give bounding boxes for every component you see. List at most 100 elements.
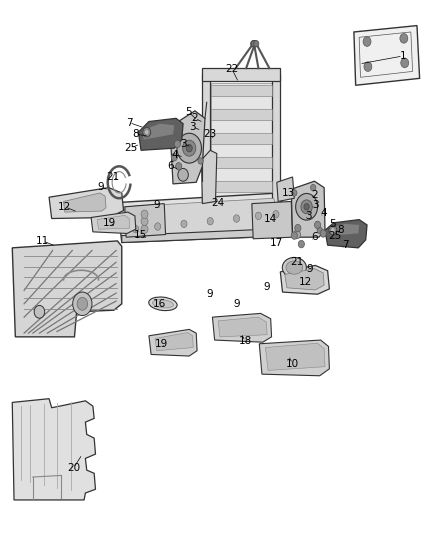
Text: 10: 10 [286, 359, 299, 368]
Polygon shape [142, 124, 174, 140]
Circle shape [177, 133, 201, 163]
Text: 9: 9 [97, 182, 104, 191]
Circle shape [141, 225, 148, 233]
Ellipse shape [149, 297, 177, 311]
Circle shape [143, 127, 151, 137]
Text: 1: 1 [399, 51, 406, 61]
Text: 16: 16 [153, 299, 166, 309]
Polygon shape [280, 265, 329, 294]
Circle shape [301, 200, 312, 214]
Text: 14: 14 [264, 214, 277, 223]
Polygon shape [117, 193, 291, 243]
Circle shape [181, 220, 187, 228]
Text: 3: 3 [189, 122, 196, 132]
Circle shape [175, 126, 180, 132]
Circle shape [291, 232, 297, 239]
Text: 21: 21 [290, 257, 304, 267]
Polygon shape [170, 111, 205, 184]
Polygon shape [211, 109, 272, 120]
Text: 8: 8 [132, 130, 139, 139]
Circle shape [141, 210, 148, 219]
Polygon shape [138, 118, 183, 150]
Circle shape [401, 58, 409, 68]
Polygon shape [259, 340, 329, 376]
Polygon shape [291, 181, 325, 237]
Text: 15: 15 [134, 230, 147, 239]
Text: 5: 5 [329, 219, 336, 229]
Polygon shape [354, 26, 420, 85]
Circle shape [174, 140, 180, 148]
Circle shape [295, 224, 301, 232]
Polygon shape [211, 85, 272, 96]
Circle shape [292, 190, 297, 196]
Text: 25: 25 [328, 231, 342, 240]
Circle shape [329, 225, 337, 235]
Text: 4: 4 [321, 208, 328, 218]
Text: 9: 9 [233, 299, 240, 309]
Circle shape [186, 144, 192, 152]
Text: 9: 9 [206, 289, 213, 299]
Polygon shape [272, 74, 280, 209]
Polygon shape [202, 68, 280, 81]
Text: 3: 3 [312, 200, 319, 210]
Text: 12: 12 [58, 202, 71, 212]
Circle shape [254, 41, 259, 47]
Text: 25: 25 [124, 143, 137, 153]
Polygon shape [252, 201, 293, 239]
Text: 17: 17 [270, 238, 283, 247]
Text: 24: 24 [212, 198, 225, 207]
Text: 23: 23 [204, 130, 217, 139]
Polygon shape [149, 329, 197, 356]
Circle shape [273, 211, 279, 218]
Circle shape [171, 154, 177, 161]
Text: 8: 8 [337, 225, 344, 235]
Circle shape [314, 221, 321, 229]
Circle shape [304, 204, 309, 210]
Text: 6: 6 [311, 232, 318, 242]
Polygon shape [201, 150, 217, 204]
Text: 2: 2 [311, 190, 318, 199]
Polygon shape [277, 177, 294, 201]
Polygon shape [325, 220, 367, 248]
Polygon shape [12, 241, 122, 337]
Text: 6: 6 [167, 161, 174, 171]
Circle shape [178, 168, 188, 181]
Text: 4: 4 [172, 150, 179, 159]
Polygon shape [91, 212, 136, 233]
Circle shape [317, 227, 322, 233]
Polygon shape [218, 317, 267, 337]
Circle shape [77, 297, 88, 310]
Circle shape [198, 158, 203, 164]
Polygon shape [211, 133, 272, 144]
Polygon shape [12, 399, 95, 500]
Text: 2: 2 [191, 114, 198, 123]
Circle shape [251, 41, 256, 47]
Text: 9: 9 [264, 282, 271, 292]
Text: 18: 18 [239, 336, 252, 346]
Polygon shape [155, 333, 193, 351]
Circle shape [73, 292, 92, 316]
Text: 22: 22 [226, 64, 239, 74]
Polygon shape [97, 215, 130, 229]
Circle shape [293, 230, 300, 239]
Circle shape [141, 217, 148, 225]
Circle shape [298, 240, 304, 248]
Ellipse shape [286, 261, 303, 274]
Polygon shape [202, 74, 210, 209]
Circle shape [251, 41, 257, 47]
Text: 11: 11 [36, 236, 49, 246]
Circle shape [145, 130, 148, 134]
Circle shape [183, 140, 196, 156]
Circle shape [311, 184, 316, 191]
Text: 13: 13 [282, 188, 295, 198]
Polygon shape [125, 204, 166, 237]
Text: 5: 5 [185, 107, 192, 117]
Circle shape [296, 193, 318, 220]
Polygon shape [124, 198, 285, 240]
Text: 12: 12 [299, 278, 312, 287]
Circle shape [155, 223, 161, 230]
Text: 9: 9 [307, 264, 314, 274]
Polygon shape [265, 343, 325, 370]
Circle shape [233, 215, 240, 222]
Polygon shape [211, 181, 272, 192]
